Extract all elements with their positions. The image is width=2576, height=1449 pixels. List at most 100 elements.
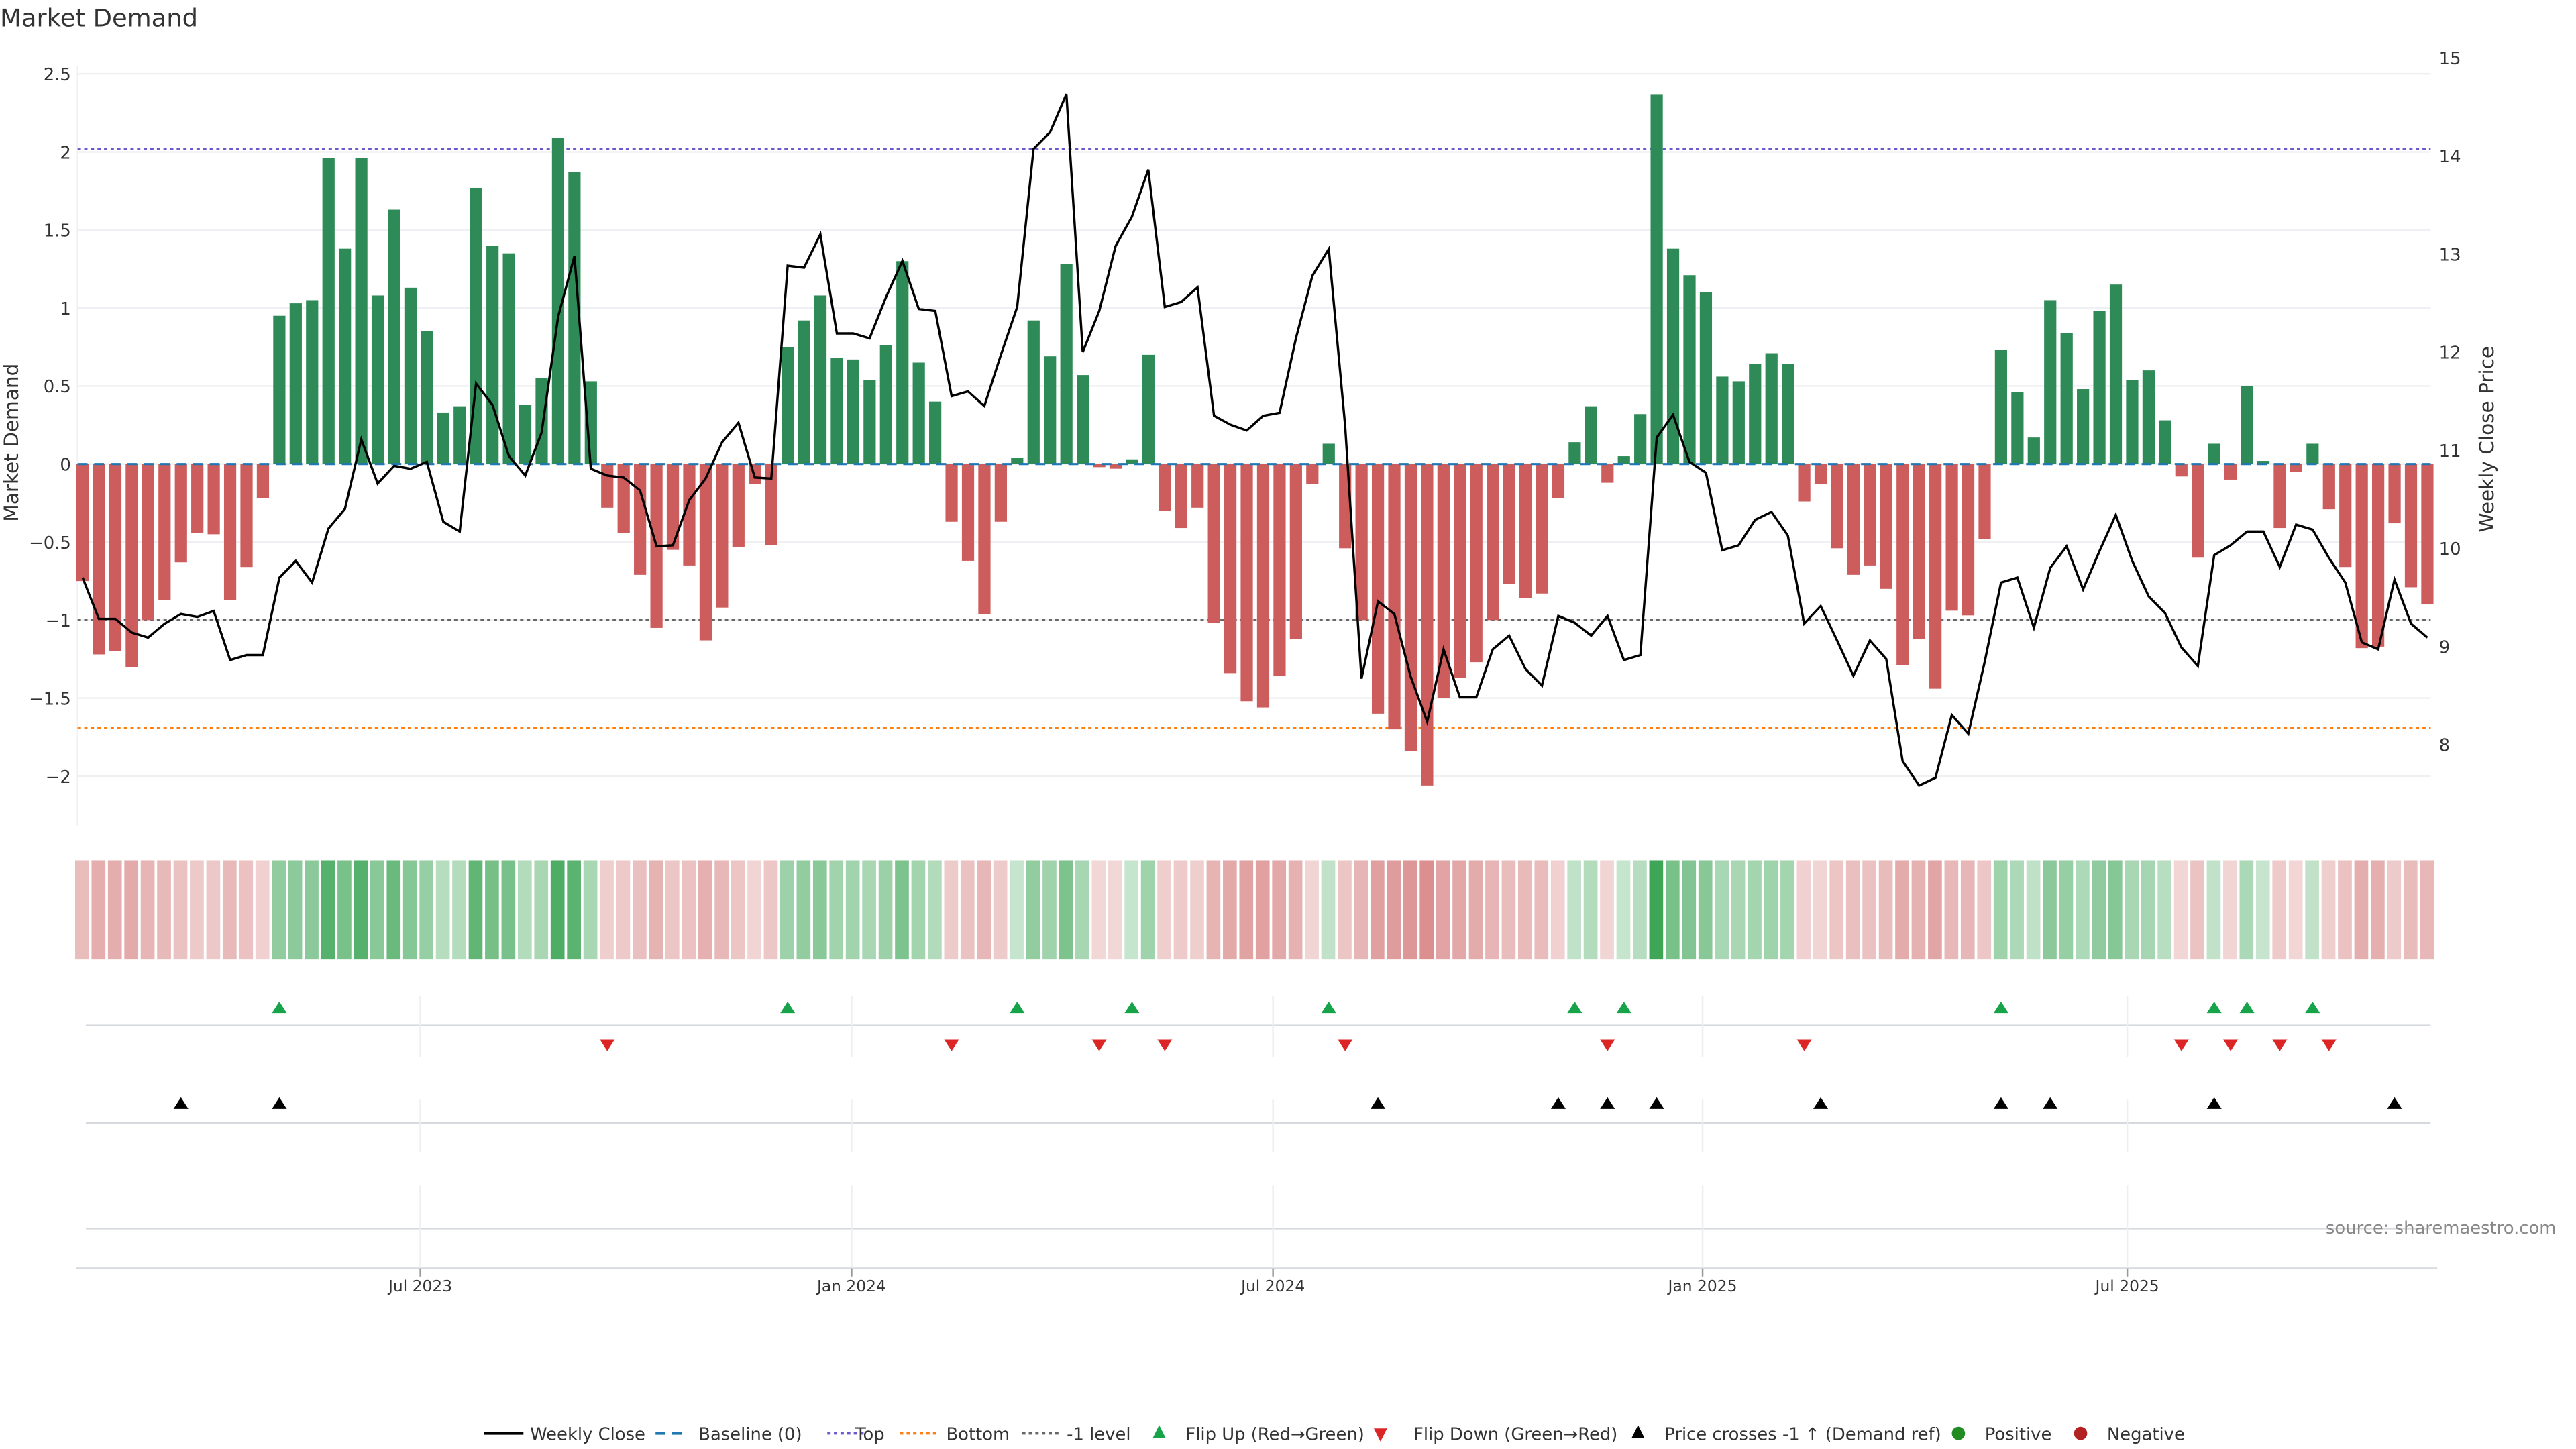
heat-cell: [2305, 860, 2319, 960]
legend-label: Flip Down (Green→Red): [1413, 1424, 1617, 1444]
flip-down-marker: [944, 1039, 959, 1051]
negative-bar: [1421, 464, 1434, 786]
negative-bar: [1454, 464, 1466, 678]
negative-bar: [1913, 464, 1925, 639]
legend-triangle-down-icon: [1374, 1428, 1387, 1442]
negative-bar: [1487, 464, 1499, 621]
price-cross-marker: [173, 1097, 189, 1109]
heat-cell: [747, 860, 761, 960]
positive-bar: [2044, 300, 2057, 464]
y-tick-label: 2: [60, 143, 70, 163]
negative-bar: [2404, 464, 2418, 588]
heat-cell: [812, 860, 827, 960]
heat-cell: [1288, 860, 1303, 960]
negative-bar: [1437, 464, 1450, 698]
heat-cell: [1010, 860, 1024, 960]
negative-bar: [2290, 464, 2302, 472]
negative-bar: [2339, 464, 2352, 568]
legend-circle-icon: [2074, 1426, 2088, 1440]
heat-cell: [1517, 860, 1532, 960]
positive-bar: [1011, 458, 1024, 464]
heat-cell: [1715, 860, 1729, 960]
signal-rows: [76, 996, 2438, 1269]
heat-cell: [682, 860, 696, 960]
y-tick-label: −1: [46, 611, 71, 631]
source-note: source: sharemaestro.com: [2326, 1218, 2557, 1238]
heat-cell: [1042, 860, 1057, 960]
y2-tick-label: 9: [2439, 637, 2450, 657]
positive-bar: [1585, 406, 1597, 464]
signal-markers: [173, 1001, 2402, 1109]
negative-bar: [207, 464, 220, 535]
positive-bar: [1634, 414, 1647, 464]
flip-up-marker: [2305, 1001, 2320, 1014]
demand-heat-strip: [75, 860, 2434, 960]
negative-bar: [1945, 464, 1958, 611]
heat-cell: [2354, 860, 2369, 960]
heat-cell: [2387, 860, 2402, 960]
price-cross-marker: [2043, 1097, 2058, 1109]
positive-bar: [470, 187, 482, 464]
flip-down-marker: [2223, 1039, 2239, 1051]
heat-cell: [2141, 860, 2155, 960]
heat-cell: [107, 860, 122, 960]
negative-bar: [1896, 464, 1909, 665]
negative-bar: [1470, 464, 1483, 663]
legend-triangle-up-icon: [1631, 1425, 1645, 1438]
chart-title: Market Demand: [0, 3, 198, 32]
heat-cell: [2092, 860, 2106, 960]
heat-cell: [2420, 860, 2434, 960]
weekly-close-line: [81, 93, 2428, 788]
heat-cell: [1321, 860, 1336, 960]
positive-bar: [847, 359, 860, 464]
heat-cell: [1387, 860, 1401, 960]
heat-cell: [2026, 860, 2041, 960]
negative-bar: [1273, 464, 1286, 677]
negative-bar: [1978, 464, 1991, 539]
y2-tick-label: 10: [2439, 539, 2461, 559]
negative-bar: [716, 464, 729, 608]
heat-cell: [829, 860, 844, 960]
heat-cell: [435, 860, 450, 960]
heat-cell: [1796, 860, 1811, 960]
heat-cell: [2076, 860, 2090, 960]
heat-cell: [1239, 860, 1254, 960]
y-axis-ticks: 2.5 2 1.5 1 0.5 0 −0.5 −1 −1.5 −2: [29, 65, 71, 788]
negative-bar: [961, 464, 975, 561]
flip-down-marker: [1157, 1039, 1173, 1051]
positive-bar: [2159, 420, 2171, 464]
positive-bar: [519, 405, 532, 464]
negative-bar: [1289, 464, 1302, 639]
positive-bar: [568, 172, 581, 464]
negative-bar: [174, 464, 187, 563]
heat-cell: [321, 860, 335, 960]
negative-bar: [2355, 464, 2368, 649]
negative-bar: [634, 464, 647, 575]
legend-circle-icon: [1951, 1426, 1966, 1440]
negative-bar: [2192, 464, 2204, 558]
negative-bar: [1371, 464, 1385, 714]
flip-down-marker: [2272, 1039, 2288, 1051]
heat-cell: [1813, 860, 1827, 960]
negative-bar: [76, 464, 89, 582]
heat-cell: [2239, 860, 2254, 960]
negative-bar: [223, 464, 237, 600]
x-tick-label: Jul 2023: [387, 1277, 452, 1295]
heat-cell: [649, 860, 663, 960]
heat-cell: [1371, 860, 1385, 960]
negative-bar: [142, 464, 154, 621]
heat-cell: [993, 860, 1008, 960]
heat-cell: [1764, 860, 1778, 960]
heat-cell: [2403, 860, 2418, 960]
heat-cell: [2371, 860, 2385, 960]
negative-bar: [2388, 464, 2401, 524]
flip-up-marker: [2239, 1001, 2255, 1014]
price-cross-marker: [1550, 1097, 1566, 1109]
positive-bar: [2142, 370, 2155, 464]
y-tick-label: −0.5: [29, 533, 71, 553]
positive-bar: [1683, 275, 1696, 464]
negative-bar: [109, 464, 122, 651]
heat-cell: [1305, 860, 1319, 960]
positive-bar: [1568, 442, 1581, 464]
heat-cell: [780, 860, 794, 960]
